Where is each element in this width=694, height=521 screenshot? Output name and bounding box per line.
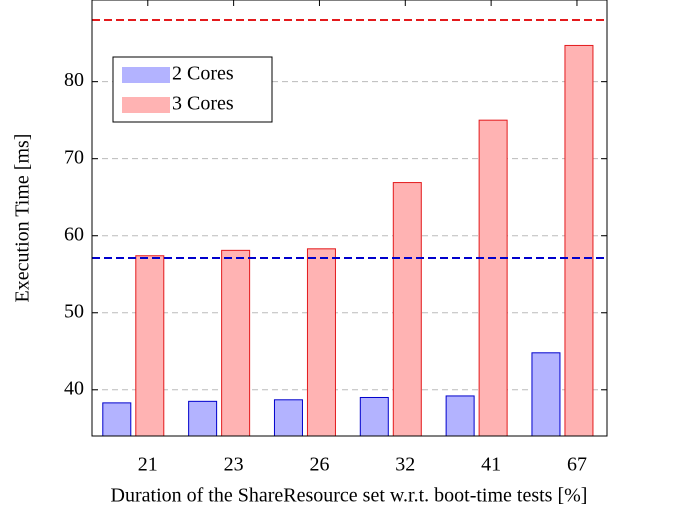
legend-label: 2 Cores bbox=[172, 63, 234, 85]
bar bbox=[531, 352, 561, 437]
bar bbox=[188, 400, 218, 437]
bar bbox=[359, 396, 389, 437]
plot-frame bbox=[91, 0, 608, 437]
x-axis-label: Duration of the ShareResource set w.r.t.… bbox=[111, 485, 588, 507]
bar bbox=[273, 399, 303, 437]
bar bbox=[445, 395, 475, 437]
bar bbox=[306, 248, 336, 437]
x-tick-label: 41 bbox=[481, 454, 501, 476]
legend-swatch bbox=[122, 67, 170, 83]
x-tick-label: 32 bbox=[395, 454, 415, 476]
y-tick-label: 80 bbox=[64, 69, 84, 91]
x-tick-label: 23 bbox=[224, 454, 244, 476]
bar bbox=[135, 255, 165, 437]
x-tick-label: 67 bbox=[567, 454, 587, 476]
y-tick-label: 60 bbox=[64, 223, 84, 245]
legend-label: 3 Cores bbox=[172, 93, 234, 115]
y-tick-label: 70 bbox=[64, 146, 84, 168]
bar bbox=[102, 402, 132, 437]
bar bbox=[478, 119, 508, 437]
bar bbox=[221, 249, 251, 437]
y-tick-label: 50 bbox=[64, 300, 84, 322]
x-tick-label: 21 bbox=[138, 454, 158, 476]
bar bbox=[564, 44, 594, 437]
y-tick-label: 40 bbox=[64, 377, 84, 399]
x-tick-label: 26 bbox=[309, 454, 329, 476]
y-axis-label: Execution Time [ms] bbox=[12, 134, 34, 303]
bar bbox=[392, 182, 422, 437]
legend-swatch bbox=[122, 97, 170, 113]
